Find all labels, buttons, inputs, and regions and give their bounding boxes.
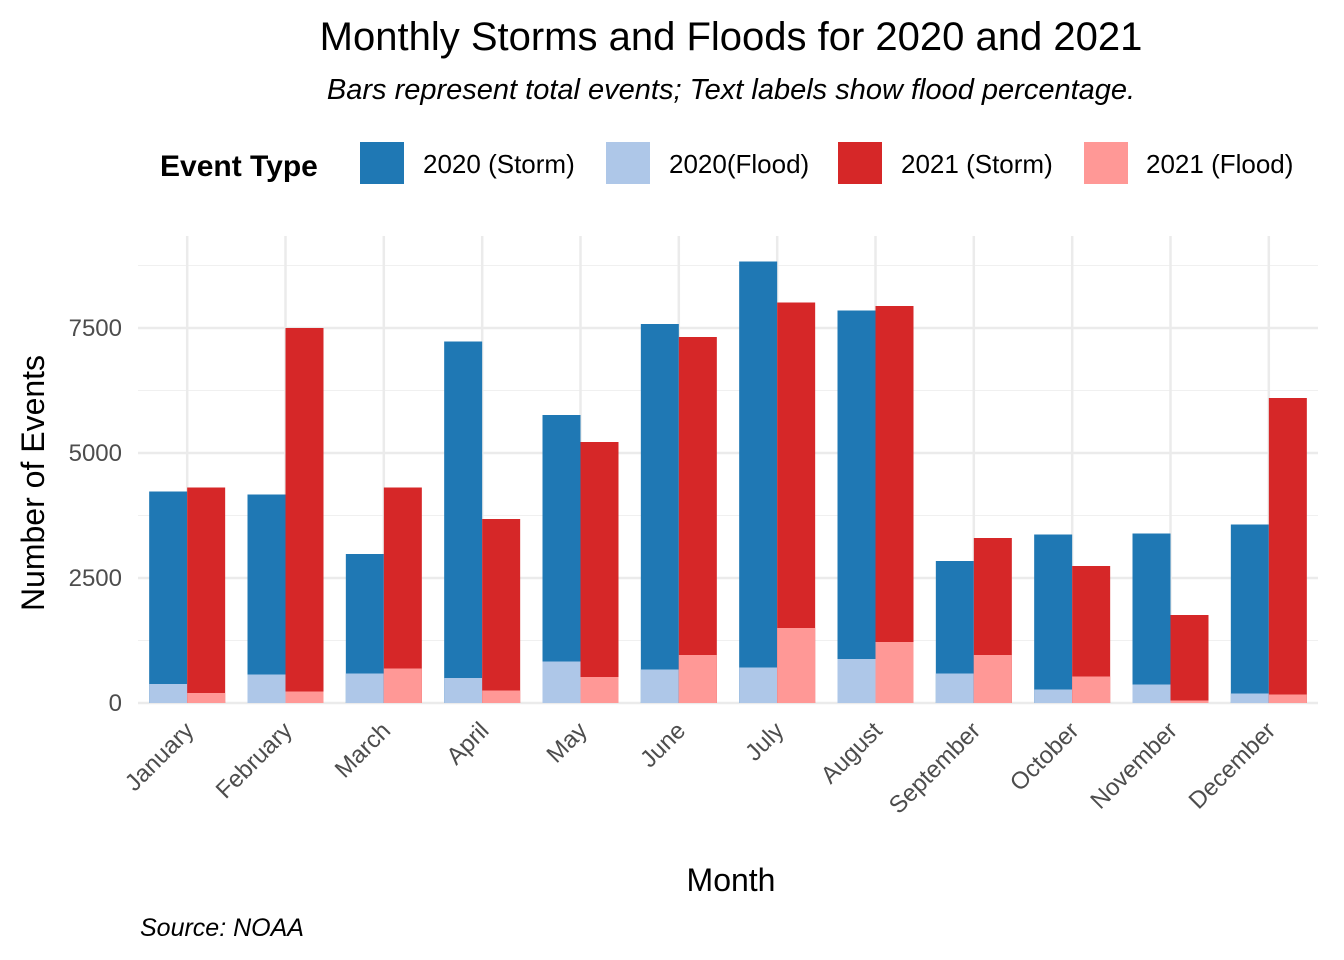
bar-2021-flood-october: [1072, 676, 1111, 703]
legend-swatch-2020-flood: [606, 142, 650, 184]
x-tick-label: April: [441, 717, 494, 770]
bar-2020-storm-january: [149, 491, 188, 703]
x-tick-label: December: [1184, 717, 1281, 814]
bar-2021-flood-august: [875, 642, 914, 703]
bar-2021-storm-february: [285, 328, 324, 703]
legend-title: Event Type: [160, 150, 318, 183]
y-tick-label: 5000: [69, 440, 122, 467]
x-axis-ticks: January February March April May June July Augu…: [120, 717, 1281, 819]
x-tick-label: August: [816, 717, 888, 789]
y-axis-title: Number of Events: [15, 355, 51, 611]
bar-2021-storm-august: [875, 306, 914, 703]
bar-2021-flood-may: [580, 677, 619, 703]
x-tick-label: May: [542, 717, 593, 768]
bar-2020-storm-december: [1230, 524, 1269, 703]
bar-2021-flood-june: [678, 655, 717, 703]
bar-2020-flood-may: [542, 661, 581, 703]
bar-2020-flood-january: [149, 684, 188, 703]
legend-swatch-2021-flood: [1084, 142, 1128, 184]
bar-2020-flood-july: [739, 667, 778, 703]
y-tick-label: 7500: [69, 315, 122, 342]
bar-2021-flood-january: [187, 693, 226, 703]
bar-2020-flood-february: [247, 674, 286, 703]
bar-2020-flood-december: [1230, 693, 1269, 703]
bars: [149, 261, 1307, 703]
bar-2021-storm-january: [187, 487, 226, 703]
bar-2020-storm-april: [444, 341, 483, 703]
bar-2020-storm-july: [739, 261, 778, 703]
bar-2021-flood-february: [285, 691, 324, 703]
x-axis-title: Month: [687, 862, 776, 898]
bar-2020-storm-october: [1034, 534, 1073, 703]
caption: Source: NOAA: [140, 914, 304, 942]
bar-2021-storm-april: [482, 519, 521, 703]
y-axis-ticks: 0 2500 5000 7500: [69, 315, 122, 717]
chart-title: Monthly Storms and Floods for 2020 and 2…: [320, 15, 1143, 59]
x-tick-label: September: [884, 717, 986, 819]
x-tick-label: June: [635, 717, 691, 773]
x-tick-label: March: [330, 717, 396, 783]
bar-2020-flood-october: [1034, 689, 1073, 703]
chart-subtitle: Bars represent total events; Text labels…: [327, 74, 1135, 106]
bar-2021-flood-december: [1268, 694, 1307, 703]
bar-2021-flood-september: [973, 655, 1012, 703]
x-tick-label: November: [1085, 717, 1182, 814]
legend-label-2020-flood: 2020(Flood): [669, 149, 809, 179]
bar-2020-storm-november: [1132, 533, 1171, 703]
bar-2021-storm-november: [1170, 615, 1209, 703]
bar-2020-flood-june: [640, 669, 679, 703]
bar-2021-storm-march: [383, 487, 422, 703]
legend-label-2021-storm: 2021 (Storm): [901, 149, 1053, 179]
x-tick-label: February: [211, 717, 298, 804]
y-tick-label: 2500: [69, 565, 122, 592]
bar-2020-flood-november: [1132, 684, 1171, 703]
bar-2020-flood-march: [345, 673, 384, 703]
legend-swatch-2020-storm: [360, 142, 404, 184]
y-tick-label: 0: [109, 690, 122, 717]
bar-2021-storm-june: [678, 337, 717, 703]
bar-2021-flood-march: [383, 668, 422, 703]
bar-2020-storm-may: [542, 415, 581, 703]
bar-2020-storm-june: [640, 324, 679, 703]
bar-2021-storm-may: [580, 442, 619, 703]
x-tick-label: July: [740, 717, 789, 766]
bar-2020-flood-august: [837, 659, 876, 703]
bar-2020-storm-august: [837, 310, 876, 703]
legend-swatch-2021-storm: [838, 142, 882, 184]
bar-2020-flood-april: [444, 678, 483, 703]
x-tick-label: January: [120, 717, 199, 796]
bar-2021-storm-december: [1268, 398, 1307, 703]
legend: Event Type 2020 (Storm) 2020(Flood) 2021…: [160, 142, 1293, 184]
bar-2021-flood-july: [777, 628, 816, 703]
x-tick-label: October: [1005, 717, 1084, 796]
bar-2020-storm-february: [247, 494, 286, 703]
bar-2020-flood-september: [935, 673, 974, 703]
bar-2021-flood-november: [1170, 700, 1209, 703]
bar-2021-flood-april: [482, 690, 521, 703]
legend-label-2020-storm: 2020 (Storm): [423, 149, 575, 179]
legend-label-2021-flood: 2021 (Flood): [1146, 149, 1293, 179]
